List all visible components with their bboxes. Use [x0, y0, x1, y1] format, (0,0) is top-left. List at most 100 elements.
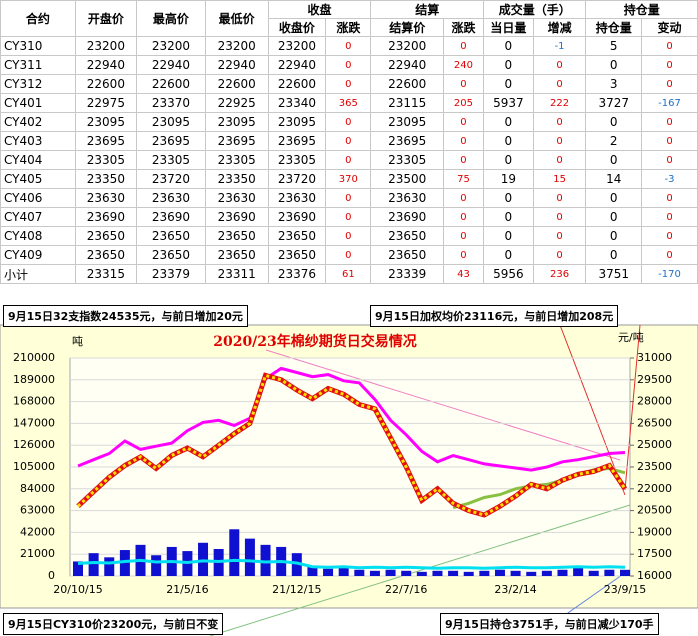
cell: 3 [585, 74, 643, 94]
cell: 23650 [204, 226, 269, 246]
y-tick-label: 147000 [13, 416, 55, 429]
cell: 0 [641, 112, 698, 132]
data-row: CY407 23690 23690 23690 23690 0 23690 0 0 0 0 0 [0, 207, 698, 227]
cell: 43 [442, 264, 485, 284]
cell: 22940 [204, 55, 269, 75]
bar [323, 568, 334, 576]
cell: 0 [325, 188, 372, 208]
data-row: CY406 23630 23630 23630 23630 0 23630 0 0 0 0 0 [0, 188, 698, 208]
bar [104, 557, 115, 576]
cell: 23115 [370, 93, 444, 113]
cell: 0 [532, 207, 587, 227]
cell: 23095 [204, 112, 269, 132]
cell: 0 [442, 245, 485, 265]
y2-axis-label: 元/吨 [618, 331, 644, 344]
y-axis-label: 吨 [72, 335, 83, 348]
cell: 23650 [370, 245, 444, 265]
y2-tick-label: 26500 [637, 416, 672, 429]
bar [494, 569, 505, 576]
cell: 5937 [483, 93, 534, 113]
line [77, 366, 626, 472]
x-tick-label: 20/10/15 [53, 583, 102, 596]
cell: 23200 [204, 36, 269, 56]
y-tick-label: 210000 [13, 351, 55, 364]
cell: 222 [532, 93, 587, 113]
line-dots [76, 373, 627, 517]
cell: 23200 [136, 36, 206, 56]
cell: 0 [442, 131, 485, 151]
cell: 23630 [267, 188, 327, 208]
cell: 0 [483, 245, 534, 265]
cell: 0 [532, 112, 587, 132]
cell: CY401 [0, 93, 76, 113]
y-tick-label: 168000 [13, 395, 55, 408]
annotation: 9月15日32支指数24535元，与前日增加20元 [3, 305, 248, 327]
cell: 5 [585, 36, 643, 56]
cell: 0 [641, 74, 698, 94]
cell: 0 [585, 112, 643, 132]
column-header: 最低价 [204, 0, 269, 37]
cell: 23200 [74, 36, 138, 56]
cell: 23095 [267, 112, 327, 132]
cell: 0 [325, 36, 372, 56]
data-row: CY408 23650 23650 23650 23650 0 23650 0 0 0 0 0 [0, 226, 698, 246]
cell: 0 [442, 150, 485, 170]
bar [88, 553, 99, 576]
bar [463, 571, 474, 576]
cell: 205 [442, 93, 485, 113]
bar [557, 569, 568, 576]
pointer-line [624, 324, 641, 491]
cell: 23305 [74, 150, 138, 170]
cell: 75 [442, 169, 485, 189]
cell: 0 [483, 150, 534, 170]
y-tick-label: 84000 [20, 482, 55, 495]
cell: 23650 [136, 245, 206, 265]
data-row: CY409 23650 23650 23650 23650 0 23650 0 0 0 0 0 [0, 245, 698, 265]
data-row: CY404 23305 23305 23305 23305 0 23305 0 0 0 0 0 [0, 150, 698, 170]
cell: CY403 [0, 131, 76, 151]
annotation: 9月15日持仓3751手，与前日减少170手 [440, 613, 659, 635]
x-tick-label: 23/9/15 [604, 583, 646, 596]
cell: 23370 [136, 93, 206, 113]
x-tick-label: 21/5/16 [166, 583, 208, 596]
cell: 22940 [370, 55, 444, 75]
column-header: 当日量 [483, 18, 534, 37]
y-tick-label: 189000 [13, 373, 55, 386]
cell: 23690 [267, 207, 327, 227]
cell: 0 [532, 131, 587, 151]
bar [479, 570, 490, 576]
y2-tick-label: 20500 [637, 504, 672, 517]
bar [151, 555, 162, 576]
data-row: 小计 23315 23379 23311 23376 61 23339 43 5956 236 37… [0, 264, 698, 284]
trend-line [265, 349, 621, 461]
cell: 22600 [370, 74, 444, 94]
cell: 0 [483, 207, 534, 227]
cell: 0 [641, 55, 698, 75]
annotation: 9月15日CY310价23200元，与前日不变 [3, 613, 224, 635]
cell: -170 [641, 264, 698, 284]
column-header: 收盘价 [267, 18, 327, 37]
cell: 23630 [204, 188, 269, 208]
y-tick-label: 21000 [20, 547, 55, 560]
cell: 23350 [204, 169, 269, 189]
cell: CY408 [0, 226, 76, 246]
cell: 23095 [136, 112, 206, 132]
cell: -1 [532, 36, 587, 56]
data-row: CY311 22940 22940 22940 22940 0 22940 240 0 0 0 0 [0, 55, 698, 75]
column-header: 开盘价 [74, 0, 138, 37]
x-tick-label: 22/7/16 [385, 583, 427, 596]
y2-tick-label: 16000 [637, 569, 672, 582]
bar [416, 571, 427, 576]
header-row: 收盘价 涨跌 结算价 涨跌 当日量 增减 持仓量 变动 [1, 18, 698, 37]
cell: 22600 [204, 74, 269, 94]
cell: 23690 [204, 207, 269, 227]
bar [510, 570, 521, 576]
cell: 23650 [136, 226, 206, 246]
cell: 0 [442, 36, 485, 56]
cell: 236 [532, 264, 587, 284]
cell: 2 [585, 131, 643, 151]
cell: 22940 [74, 55, 138, 75]
cell: 0 [641, 131, 698, 151]
cell: 0 [641, 226, 698, 246]
cell: 0 [641, 207, 698, 227]
